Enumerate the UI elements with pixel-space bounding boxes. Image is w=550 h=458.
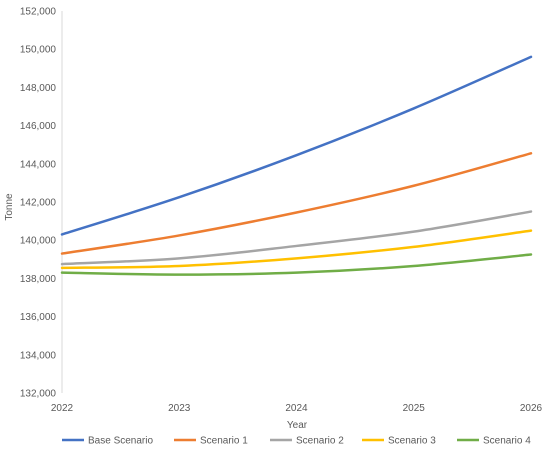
legend-item: Scenario 4 — [457, 436, 531, 447]
y-axis-label: Tonne — [4, 193, 15, 221]
series-line-scenario-2 — [60, 210, 533, 266]
y-tick-labels: 132,000 134,000 136,000 138,000 140,000 142,0… — [20, 7, 57, 400]
series-line-scenario-4 — [60, 253, 533, 276]
series-lines — [60, 55, 533, 276]
y-tick-label: 136,000 — [20, 312, 57, 323]
legend-label: Scenario 1 — [200, 436, 248, 447]
y-tick-label: 144,000 — [20, 159, 57, 170]
series-line-scenario-3 — [60, 229, 533, 270]
legend-label: Scenario 4 — [483, 436, 531, 447]
x-tick-labels: 2022 2023 2024 2025 2026 — [51, 403, 543, 414]
x-axis-label: Year — [287, 420, 308, 431]
y-tick-label: 138,000 — [20, 274, 57, 285]
x-tick-label: 2025 — [403, 403, 426, 414]
y-tick-label: 148,000 — [20, 83, 57, 94]
x-tick-label: 2026 — [520, 403, 543, 414]
series-line-base-scenario — [60, 55, 533, 236]
legend-label: Scenario 2 — [296, 436, 344, 447]
y-tick-label: 146,000 — [20, 121, 57, 132]
y-tick-label: 140,000 — [20, 236, 57, 247]
y-tick-label: 150,000 — [20, 45, 57, 56]
y-tick-label: 132,000 — [20, 389, 57, 400]
y-tick-label: 134,000 — [20, 350, 57, 361]
y-tick-label: 152,000 — [20, 7, 57, 18]
legend-item: Scenario 1 — [174, 436, 248, 447]
legend-item: Base Scenario — [62, 436, 153, 447]
y-tick-label: 142,000 — [20, 198, 57, 209]
x-tick-label: 2024 — [285, 403, 308, 414]
x-tick-label: 2023 — [168, 403, 191, 414]
series-line-scenario-1 — [60, 152, 533, 255]
legend-label: Scenario 3 — [388, 436, 436, 447]
legend-item: Scenario 2 — [270, 436, 344, 447]
legend-item: Scenario 3 — [362, 436, 436, 447]
legend-label: Base Scenario — [88, 436, 153, 447]
legend: Base Scenario Scenario 1 Scenario 2 Scenari… — [62, 436, 531, 447]
x-tick-label: 2022 — [51, 403, 74, 414]
